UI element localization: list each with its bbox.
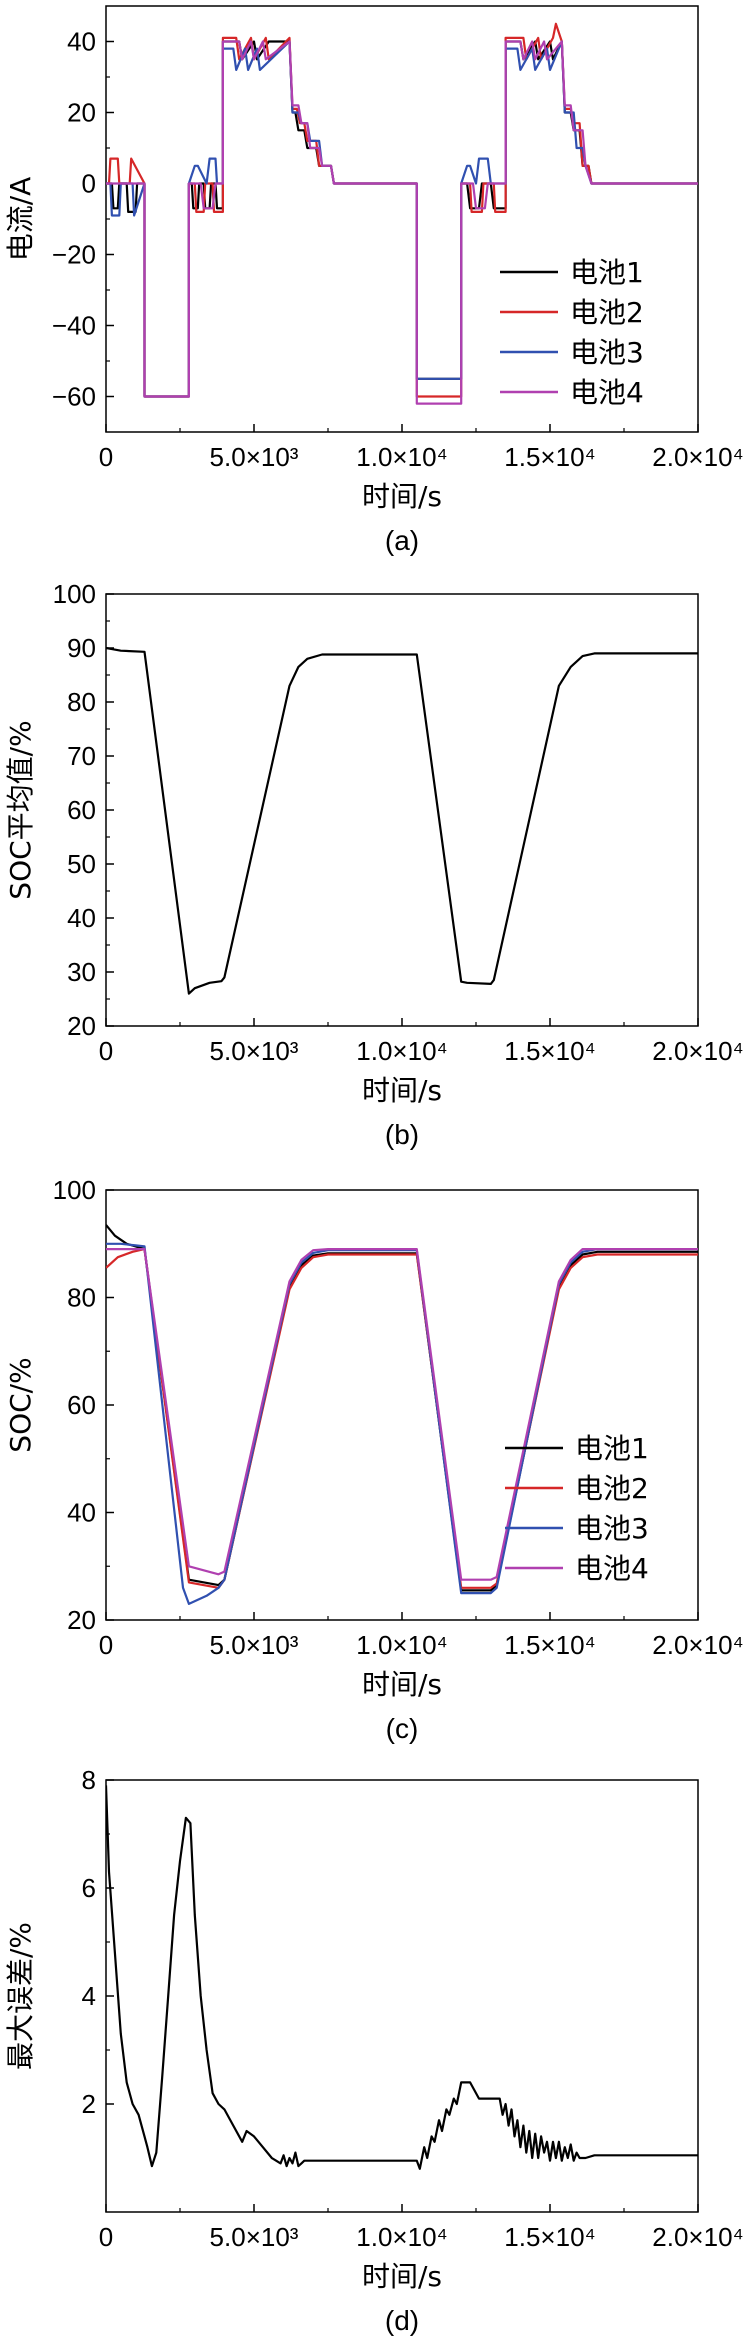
x-axis-label: 时间/s [362,1074,442,1107]
x-tick-label: 2.0×10⁴ [652,2222,743,2252]
panel-c: 0 5.0×10³ 1.0×10⁴ 1.5×10⁴ 2.0×10⁴ 20 40 60 80 100… [4,1175,744,1744]
x-tick-label: 2.0×10⁴ [652,1036,743,1066]
y-tick-label: 4 [82,1981,96,2011]
y-axis-label: 电流/A [4,177,37,262]
x-tick-label: 5.0×10³ [210,1036,299,1066]
x-tick-label: 1.0×10⁴ [356,442,447,472]
series-line-4 [106,1247,698,1581]
plot-frame [105,593,699,1027]
panel-b: 0 5.0×10³ 1.0×10⁴ 1.5×10⁴ 2.0×10⁴ 20 30 40 50 60 7… [4,579,744,1150]
x-tick-label: 1.5×10⁴ [504,442,595,472]
series-line-1 [106,646,698,995]
y-tick-label: 40 [67,903,96,933]
y-tick-label: 20 [67,1011,96,1041]
legend: 电池1 电池2 电池3 电池4 [500,256,644,409]
x-tick-label: 0 [99,1036,113,1066]
x-tick-label: 1.0×10⁴ [356,1630,447,1660]
y-tick-label: 70 [67,741,96,771]
legend-entry: 电池4 [575,1552,649,1585]
y-tick-label: −60 [52,382,96,412]
series-group [106,1785,698,2170]
legend-entry: 电池2 [570,296,644,329]
legend: 电池1 电池2 电池3 电池4 [505,1432,649,1585]
series-line-1 [106,1785,698,2170]
legend-entry: 电池1 [575,1432,649,1465]
y-tick-label: 20 [67,1605,96,1635]
y-tick-label: 40 [67,1498,96,1528]
series-group [106,646,698,995]
y-tick-label: 100 [53,579,96,609]
x-tick-label: 1.5×10⁴ [504,1036,595,1066]
legend-entry: 电池3 [570,336,644,369]
y-tick-label: 20 [67,98,96,128]
y-tick-label: 0 [82,169,96,199]
legend-entry: 电池1 [570,256,644,289]
legend-entry: 电池4 [570,376,644,409]
x-tick-label: 0 [99,1630,113,1660]
panel-label: (b) [385,1119,419,1150]
x-tick-label: 0 [99,442,113,472]
y-tick-label: 60 [67,795,96,825]
y-tick-label: 6 [82,1873,96,1903]
y-tick-label: 80 [67,1283,96,1313]
y-axis-label: SOC平均值/% [4,720,37,899]
x-tick-label: 5.0×10³ [210,2222,299,2252]
x-tick-label: 0 [99,2222,113,2252]
x-tick-label: 1.0×10⁴ [356,2222,447,2252]
panel-d: 0 5.0×10³ 1.0×10⁴ 1.5×10⁴ 2.0×10⁴ 2 4 6 8 时间/s 最大误… [4,1765,744,2336]
series-group [106,22,698,405]
legend-entry: 电池2 [575,1472,649,1505]
panel-label: (d) [385,2305,419,2336]
y-tick-label: 30 [67,957,96,987]
x-tick-label: 5.0×10³ [210,442,299,472]
legend-entry: 电池3 [575,1512,649,1545]
x-tick-label: 2.0×10⁴ [652,442,743,472]
y-tick-label: 80 [67,687,96,717]
y-tick-label: 100 [53,1175,96,1205]
y-tick-label: 90 [67,633,96,663]
x-tick-label: 1.5×10⁴ [504,2222,595,2252]
y-tick-label: 60 [67,1390,96,1420]
x-axis-label: 时间/s [362,2260,442,2293]
y-tick-label: 2 [82,2089,96,2119]
x-tick-label: 1.5×10⁴ [504,1630,595,1660]
panel-a: 0 5.0×10³ 1.0×10⁴ 1.5×10⁴ 2.0×10⁴ −60 −40 −20 0 2… [4,5,744,556]
x-axis-label: 时间/s [362,480,442,513]
y-tick-label: −40 [52,311,96,341]
y-axis-label: 最大误差/% [4,1922,37,2070]
y-tick-label: 40 [67,27,96,57]
series-line-3 [106,1242,698,1606]
x-tick-label: 5.0×10³ [210,1630,299,1660]
series-line-4 [106,40,698,405]
series-group [106,1224,698,1606]
y-axis-label: SOC/% [4,1357,37,1452]
x-tick-label: 1.0×10⁴ [356,1036,447,1066]
plot-frame [105,1779,699,2213]
x-tick-label: 2.0×10⁴ [652,1630,743,1660]
y-tick-label: −20 [52,240,96,270]
y-tick-label: 8 [82,1765,96,1795]
panel-label: (c) [386,1713,419,1744]
panel-label: (a) [385,525,419,556]
y-tick-label: 50 [67,849,96,879]
x-axis-label: 时间/s [362,1668,442,1701]
